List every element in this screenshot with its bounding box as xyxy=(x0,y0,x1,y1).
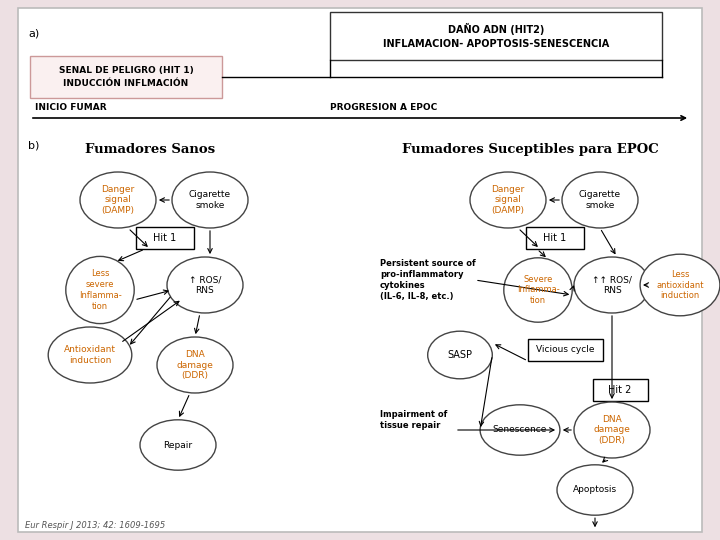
Text: Fumadores Suceptibles para EPOC: Fumadores Suceptibles para EPOC xyxy=(402,143,658,156)
Text: Antioxidant
induction: Antioxidant induction xyxy=(64,345,116,365)
Text: b): b) xyxy=(28,140,40,150)
Text: ↑ ROS/
RNS: ↑ ROS/ RNS xyxy=(189,275,221,295)
Text: Severe
Inflamma-
tion: Severe Inflamma- tion xyxy=(517,275,559,305)
Ellipse shape xyxy=(480,405,560,455)
Ellipse shape xyxy=(167,257,243,313)
Text: Senescence: Senescence xyxy=(492,426,547,435)
Text: Eur Respir J 2013; 42: 1609-1695: Eur Respir J 2013; 42: 1609-1695 xyxy=(25,521,166,530)
Text: Cigarette
smoke: Cigarette smoke xyxy=(579,190,621,210)
Text: INICIO FUMAR: INICIO FUMAR xyxy=(35,104,107,112)
Ellipse shape xyxy=(574,257,650,313)
FancyBboxPatch shape xyxy=(136,227,194,249)
Ellipse shape xyxy=(66,256,134,323)
Ellipse shape xyxy=(428,331,492,379)
Text: Cigarette
smoke: Cigarette smoke xyxy=(189,190,231,210)
Text: Persistent source of
pro-inflammatory
cytokines
(IL-6, IL-8, etc.): Persistent source of pro-inflammatory cy… xyxy=(380,259,476,301)
Text: PROGRESION A EPOC: PROGRESION A EPOC xyxy=(330,104,437,112)
FancyBboxPatch shape xyxy=(528,339,603,361)
Text: Danger
signal
(DAMP): Danger signal (DAMP) xyxy=(102,185,135,215)
Text: Vicious cycle: Vicious cycle xyxy=(536,346,594,354)
Text: Less
antioxidant
induction: Less antioxidant induction xyxy=(656,270,703,300)
Text: a): a) xyxy=(28,28,40,38)
Text: Hit 1: Hit 1 xyxy=(153,233,176,243)
FancyBboxPatch shape xyxy=(30,56,222,98)
Text: Fumadores Sanos: Fumadores Sanos xyxy=(85,143,215,156)
Text: ↑↑ ROS/
RNS: ↑↑ ROS/ RNS xyxy=(592,275,632,295)
Text: Less
severe
Inflamma-
tion: Less severe Inflamma- tion xyxy=(78,269,122,310)
Ellipse shape xyxy=(470,172,546,228)
Text: Repair: Repair xyxy=(163,441,192,449)
Ellipse shape xyxy=(574,402,650,458)
Text: Apoptosis: Apoptosis xyxy=(573,485,617,495)
Text: DNA
damage
(DDR): DNA damage (DDR) xyxy=(176,350,213,380)
Ellipse shape xyxy=(48,327,132,383)
Text: Impairment of
tissue repair: Impairment of tissue repair xyxy=(380,410,447,430)
Ellipse shape xyxy=(504,258,572,322)
Ellipse shape xyxy=(562,172,638,228)
Ellipse shape xyxy=(640,254,720,316)
FancyBboxPatch shape xyxy=(330,12,662,60)
Text: Hit 2: Hit 2 xyxy=(608,385,631,395)
FancyBboxPatch shape xyxy=(18,8,702,532)
Text: Danger
signal
(DAMP): Danger signal (DAMP) xyxy=(491,185,525,215)
Text: SENAL DE PELIGRO (HIT 1)
INDUCCIÓN INFLMACIÓN: SENAL DE PELIGRO (HIT 1) INDUCCIÓN INFLM… xyxy=(58,66,194,87)
Text: DAÑO ADN (HIT2)
INFLAMACION- APOPTOSIS-SENESCENCIA: DAÑO ADN (HIT2) INFLAMACION- APOPTOSIS-S… xyxy=(383,23,609,49)
Ellipse shape xyxy=(172,172,248,228)
Text: DNA
damage
(DDR): DNA damage (DDR) xyxy=(593,415,631,446)
Ellipse shape xyxy=(157,337,233,393)
FancyBboxPatch shape xyxy=(593,379,647,401)
Ellipse shape xyxy=(140,420,216,470)
Ellipse shape xyxy=(80,172,156,228)
FancyBboxPatch shape xyxy=(526,227,584,249)
Text: Hit 1: Hit 1 xyxy=(544,233,567,243)
Text: SASP: SASP xyxy=(448,350,472,360)
Ellipse shape xyxy=(557,465,633,515)
